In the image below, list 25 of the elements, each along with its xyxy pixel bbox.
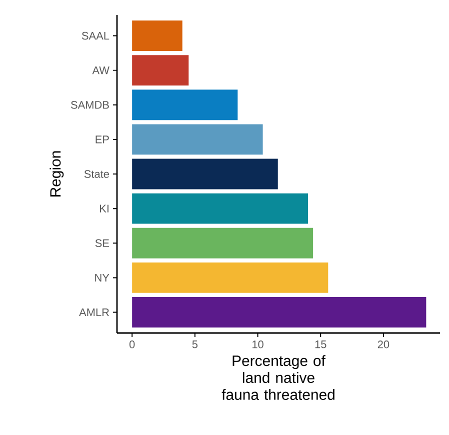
y-tick-label: State	[84, 170, 109, 178]
x-tick-label: 15	[315, 340, 326, 348]
bar	[132, 262, 328, 293]
bar	[132, 90, 238, 120]
bar	[132, 124, 263, 155]
y-tick-label: SAAL	[82, 32, 110, 40]
x-tick-label: 20	[378, 340, 390, 348]
y-tick-label: NY	[95, 274, 110, 282]
y-tick-label: AW	[92, 66, 110, 74]
bar	[132, 193, 308, 224]
y-tick-label: SAMDB	[71, 101, 109, 109]
x-tick-label: 10	[252, 340, 264, 348]
x-axis-title: Percentage of land native fauna threatened	[222, 355, 334, 400]
x-tick-label: 0	[129, 340, 135, 348]
y-axis-title: Region	[50, 151, 64, 196]
x-tick-label: 5	[192, 340, 198, 348]
y-tick-label: EP	[96, 136, 109, 144]
bar	[132, 55, 189, 86]
bar	[132, 20, 182, 51]
y-tick-label: KI	[100, 204, 108, 212]
y-tick-label: SE	[95, 239, 109, 248]
bar	[132, 297, 426, 328]
y-tick-label: AMLR	[79, 308, 109, 316]
bar	[132, 158, 278, 190]
bar	[132, 228, 314, 258]
